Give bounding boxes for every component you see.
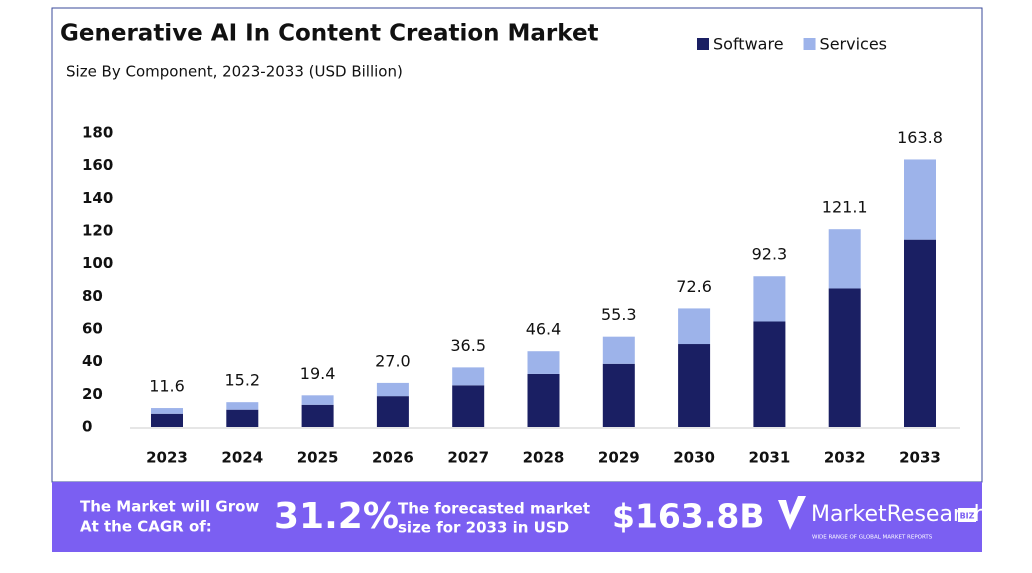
- y-tick-label: 20: [82, 385, 103, 403]
- bar-segment: [602, 336, 635, 364]
- y-tick-label: 40: [82, 352, 103, 370]
- y-tick-label: 60: [82, 320, 103, 338]
- bar-segment: [753, 321, 786, 427]
- total-label: 72.6: [676, 277, 712, 296]
- y-tick-label: 140: [82, 189, 113, 207]
- x-tick-label: 2026: [372, 449, 414, 467]
- total-label: 11.6: [149, 377, 185, 396]
- y-tick-label: 180: [82, 124, 113, 142]
- bar-segment: [151, 408, 183, 414]
- bar-segment: [527, 373, 560, 427]
- bar-segment: [602, 363, 635, 427]
- total-label: 19.4: [300, 364, 336, 383]
- total-label: 15.2: [224, 371, 260, 390]
- bar-segment: [376, 396, 409, 427]
- bar-segment: [828, 288, 861, 427]
- x-tick-label: 2027: [447, 449, 489, 467]
- bar-segment: [301, 404, 334, 427]
- bar-segment: [226, 409, 259, 427]
- legend-swatch: [697, 38, 709, 50]
- bar-segment: [527, 351, 560, 374]
- logo-badge-box: [958, 508, 976, 522]
- banner-text: The forecasted market: [398, 500, 590, 518]
- bar-segment: [151, 413, 183, 427]
- y-tick-label: 80: [82, 287, 103, 305]
- x-tick-label: 2032: [824, 449, 866, 467]
- x-tick-label: 2023: [146, 449, 188, 467]
- x-tick-label: 2025: [297, 449, 339, 467]
- bar-segment: [301, 395, 334, 405]
- total-label: 55.3: [601, 305, 637, 324]
- bar-segment: [904, 239, 936, 427]
- y-tick-label: 0: [82, 418, 92, 436]
- y-tick-label: 160: [82, 156, 113, 174]
- bar-segment: [376, 382, 409, 397]
- total-label: 163.8: [897, 128, 943, 147]
- chart-border: [51, 7, 983, 483]
- legend-swatch: [803, 38, 816, 50]
- bar-segment: [226, 402, 259, 410]
- banner: [52, 482, 982, 552]
- bar-segment: [904, 159, 936, 240]
- banner-text: At the CAGR of:: [80, 518, 212, 536]
- total-label: 36.5: [450, 336, 486, 355]
- logo-badge: BIZ: [960, 512, 975, 521]
- chart-subtitle: Size By Component, 2023-2033 (USD Billio…: [66, 63, 403, 81]
- bar-segment: [452, 385, 485, 427]
- x-tick-label: 2029: [598, 449, 640, 467]
- y-tick-label: 120: [82, 222, 113, 240]
- logo-tagline: WIDE RANGE OF GLOBAL MARKET REPORTS: [812, 535, 933, 541]
- chart-title: Generative AI In Content Creation Market: [60, 21, 599, 47]
- bar-segment: [452, 367, 485, 386]
- legend-label: Software: [713, 35, 784, 54]
- total-label: 121.1: [822, 198, 868, 217]
- banner-value: $163.8B: [612, 497, 765, 536]
- total-label: 27.0: [375, 351, 411, 370]
- y-tick-label: 100: [82, 254, 113, 272]
- total-label: 46.4: [526, 320, 562, 339]
- total-label: 92.3: [752, 245, 788, 264]
- bar-segment: [753, 276, 786, 322]
- banner-text: The Market will Grow: [80, 498, 259, 516]
- x-tick-label: 2024: [221, 449, 263, 467]
- x-tick-label: 2030: [673, 449, 715, 467]
- bar-segment: [678, 308, 711, 345]
- legend-label: Services: [820, 35, 887, 54]
- logo-icon: [778, 496, 806, 530]
- x-tick-label: 2028: [523, 449, 565, 467]
- banner-text: size for 2033 in USD: [398, 519, 569, 537]
- x-tick-label: 2033: [899, 449, 941, 467]
- bar-segment: [678, 344, 711, 427]
- x-tick-label: 2031: [749, 449, 791, 467]
- bar-segment: [828, 229, 861, 289]
- banner-value: 31.2%: [274, 496, 399, 537]
